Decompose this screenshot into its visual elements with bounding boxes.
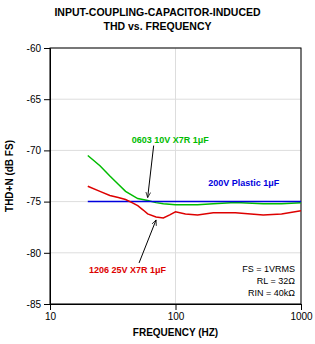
annotation: FS = 1VRMS bbox=[242, 264, 295, 274]
y-axis: -85 -80 -75 -70 -65 -60 bbox=[27, 43, 51, 310]
chart: 10 100 1000 -85 -80 -75 -70 -65 -60 0603 10V X7R … bbox=[0, 0, 315, 344]
x-tick: 10 bbox=[45, 304, 57, 322]
y-grid-line bbox=[50, 201, 301, 202]
y-tick: -75 bbox=[27, 196, 50, 207]
label-arrow bbox=[139, 220, 156, 263]
y-tick-mark bbox=[44, 253, 50, 254]
y-tick: -65 bbox=[27, 94, 50, 105]
annotation: RL = 32Ω bbox=[257, 276, 295, 286]
series-line bbox=[88, 186, 301, 218]
y-tick-label: -60 bbox=[27, 43, 42, 54]
x-tick: 100 bbox=[168, 304, 185, 322]
plot-area: 10 100 1000 -85 -80 -75 -70 -65 -60 0603 10V X7R … bbox=[27, 43, 314, 322]
x-tick-mark bbox=[176, 304, 177, 310]
y-tick-label: -80 bbox=[27, 248, 42, 259]
y-tick-mark bbox=[44, 202, 50, 203]
series-labels: 0603 10V X7R 1μF 200V Plastic 1μF 1206 25V… bbox=[89, 135, 280, 275]
y-tick: -60 bbox=[27, 43, 50, 54]
annotation: RIN = 40kΩ bbox=[248, 288, 295, 298]
y-tick: -70 bbox=[27, 145, 50, 156]
series-label: 0603 10V X7R 1μF bbox=[132, 135, 210, 145]
y-tick-label: -65 bbox=[27, 94, 42, 105]
grid bbox=[50, 48, 301, 304]
y-tick-label: -85 bbox=[27, 299, 42, 310]
y-tick-mark bbox=[44, 304, 50, 305]
annotation-background bbox=[239, 262, 298, 300]
x-tick-label: 10 bbox=[45, 311, 57, 322]
lines bbox=[88, 156, 301, 218]
y-grid-line bbox=[50, 99, 301, 100]
y-grid-line bbox=[50, 252, 301, 253]
x-tick: 1000 bbox=[290, 304, 313, 322]
x-axis-title: FREQUENCY (HZ) bbox=[133, 327, 218, 338]
y-tick-label: -70 bbox=[27, 145, 42, 156]
subtitle: THD vs. FREQUENCY bbox=[104, 20, 212, 32]
x-tick-mark bbox=[301, 304, 302, 310]
x-tick-label: 1000 bbox=[290, 311, 313, 322]
y-tick: -80 bbox=[27, 248, 50, 259]
y-tick-mark bbox=[44, 150, 50, 151]
series-label: 1206 25V X7R 1μF bbox=[89, 265, 167, 275]
series-line bbox=[88, 201, 301, 203]
x-grid-line bbox=[175, 48, 176, 304]
x-axis: 10 100 1000 bbox=[45, 304, 313, 322]
plot-frame bbox=[50, 48, 301, 304]
series-label: 200V Plastic 1μF bbox=[208, 178, 280, 188]
label-arrow bbox=[148, 146, 154, 198]
y-tick: -85 bbox=[27, 299, 50, 310]
y-tick-mark bbox=[44, 99, 50, 100]
y-grid-line bbox=[50, 150, 301, 151]
x-tick-label: 100 bbox=[168, 311, 185, 322]
x-axis-line bbox=[51, 305, 302, 311]
title: INPUT-COUPLING-CAPACITOR-INDUCED bbox=[54, 6, 261, 18]
y-axis-title: THD+N (dB FS) bbox=[4, 140, 15, 212]
y-tick-mark bbox=[44, 48, 50, 49]
annotation-box: FS = 1VRMS RL = 32Ω RIN = 40kΩ bbox=[239, 262, 298, 300]
y-tick-label: -75 bbox=[27, 196, 42, 207]
